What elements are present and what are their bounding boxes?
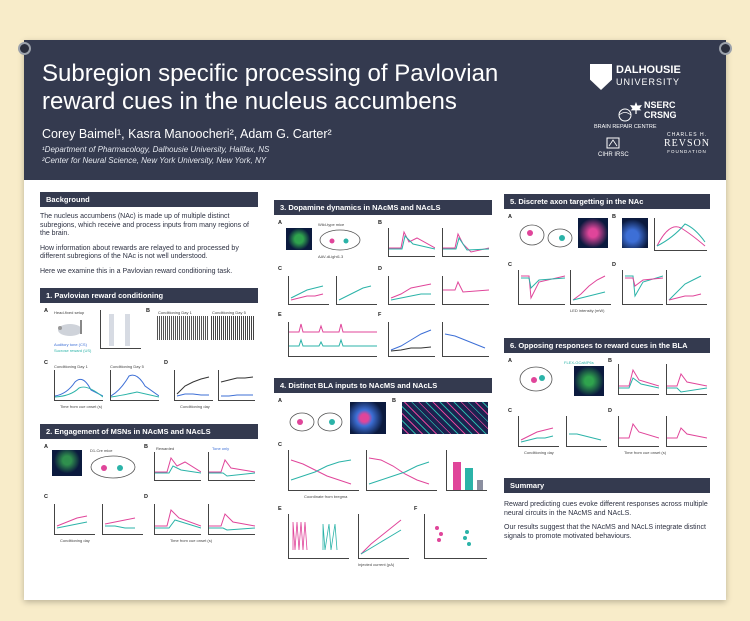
section-5: 5. Discrete axon targetting in the NAc A… [504, 194, 710, 330]
mouse-setup-icon [58, 320, 82, 336]
msn-auc-plot-2 [102, 504, 143, 535]
section-3-heading: 3. Dopamine dynamics in NAcMS and NAcLS [274, 200, 492, 215]
lick-plot-day5 [110, 370, 160, 401]
bla-toneonly-plot [666, 364, 708, 395]
us-learning-plot [218, 370, 255, 401]
bla-schematic-icon [519, 366, 553, 392]
nserc-logo: NSERC CRSNG [644, 100, 677, 120]
dlight-histology [286, 228, 312, 250]
da-summary-1 [388, 322, 435, 357]
affiliation-2: ²Center for Neural Science, New York Uni… [42, 156, 267, 165]
bla-auc-1 [518, 416, 559, 447]
background-section: Background The nucleus accumbens (NAc) i… [40, 192, 258, 276]
background-para-1: The nucleus accumbens (NAc) is made up o… [40, 213, 249, 237]
summary-para-2: Our results suggest that the NAcMS and N… [504, 524, 706, 540]
bla-neuron-images [402, 402, 488, 434]
section-4-heading: 4. Distinct BLA inputs to NAcMS and NAcL… [274, 378, 492, 393]
trial-structure-plot [100, 310, 141, 349]
section-3: 3. Dopamine dynamics in NAcMS and NAcLS … [274, 200, 492, 370]
msn-auc-plot-1 [54, 504, 95, 535]
da-summary-2 [442, 322, 489, 357]
bla-auc-2 [566, 416, 607, 447]
histology-image [52, 450, 82, 476]
background-para-3: Here we examine this in a Pavlovian rewa… [40, 267, 233, 275]
grommet-top-left [18, 42, 31, 55]
shield-icon [590, 64, 612, 90]
da-trace-plot [288, 322, 377, 357]
led-curve-plot-2 [666, 270, 707, 305]
section-6-heading: 6. Opposing responses to reward cues in … [504, 338, 710, 353]
revson-logo: CHARLES H. REVSON FOUNDATION [664, 132, 711, 154]
bla-histology [350, 402, 386, 434]
section-1-heading: 1. Pavlovian reward conditioning [40, 288, 258, 303]
msn-plot-toneonly [208, 452, 256, 481]
poster: Subregion specific processing of Pavlovi… [24, 40, 726, 600]
background-para-2: How information about rewards are relaye… [40, 244, 239, 261]
raster-day1 [156, 316, 208, 340]
msn-plot-rewarded [154, 452, 202, 481]
poster-authors: Corey Baimel¹, Kasra Manoocheri², Adam G… [42, 127, 332, 141]
cihr-icon [606, 137, 620, 149]
axon-density-plot [654, 218, 707, 251]
bla-cell-fraction [446, 450, 487, 491]
section-1: 1. Pavlovian reward conditioning A Head-… [40, 288, 258, 418]
brain-section-icon [90, 455, 136, 479]
summary-para-1: Reward predicting cues evoke different r… [504, 501, 708, 517]
da-rewarded-plot [388, 228, 436, 257]
da-toneonly-plot [442, 228, 490, 257]
epsc-trace-plot [518, 270, 566, 305]
brain-repair-logo: BRAIN REPAIR CENTRE [594, 108, 657, 130]
bla-day-toneonly [666, 416, 708, 447]
ephys-trace-plot [288, 514, 349, 559]
bla-coords-plot-2 [366, 450, 437, 491]
background-heading: Background [40, 192, 258, 207]
led-curve-plot-1 [570, 270, 611, 305]
affiliation-1: ¹Department of Pharmacology, Dalhousie U… [42, 145, 270, 154]
bla-day-rewarded [618, 416, 660, 447]
grommet-top-right [719, 42, 732, 55]
msn-day5-rewarded [154, 504, 202, 535]
raster-day5 [210, 316, 254, 340]
section-2-heading: 2. Engagement of MSNs in NAcMS and NAcLS [40, 424, 258, 439]
summary-heading: Summary [504, 478, 710, 493]
da-day-rewarded [388, 276, 435, 305]
summary-section: Summary Reward predicting cues evoke dif… [504, 478, 710, 547]
axon-image-1 [578, 218, 608, 248]
brain-icon [618, 108, 632, 122]
bla-gcamp-image [574, 366, 604, 396]
section-6: 6. Opposing responses to reward cues in … [504, 338, 710, 470]
cihr-logo: CIHR IRSC [598, 136, 629, 158]
axon-schematic-icon [519, 224, 573, 248]
brain-section-icon [319, 229, 361, 251]
cs-learning-plot [174, 370, 213, 401]
section-5-heading: 5. Discrete axon targetting in the NAc [504, 194, 710, 209]
da-auc-1 [288, 276, 329, 305]
poster-title: Subregion specific processing of Pavlovi… [42, 60, 499, 115]
injection-schematic-icon [289, 412, 343, 432]
section-2: 2. Engagement of MSNs in NAcMS and NAcLS… [40, 424, 258, 574]
epsc-trace-plot-2 [622, 270, 664, 305]
lick-plot-day1 [54, 370, 104, 401]
da-day-toneonly [442, 276, 490, 305]
poster-header: Subregion specific processing of Pavlovi… [24, 40, 726, 180]
da-auc-2 [336, 276, 377, 305]
msn-day5-toneonly [208, 504, 256, 535]
fi-curve-plot [358, 514, 409, 559]
section-4: 4. Distinct BLA inputs to NAcMS and NAcL… [274, 378, 492, 578]
bla-scatter-plot [424, 514, 487, 559]
bla-rewarded-plot [618, 364, 660, 395]
axon-image-2 [622, 218, 648, 248]
bla-coords-plot [288, 450, 359, 491]
